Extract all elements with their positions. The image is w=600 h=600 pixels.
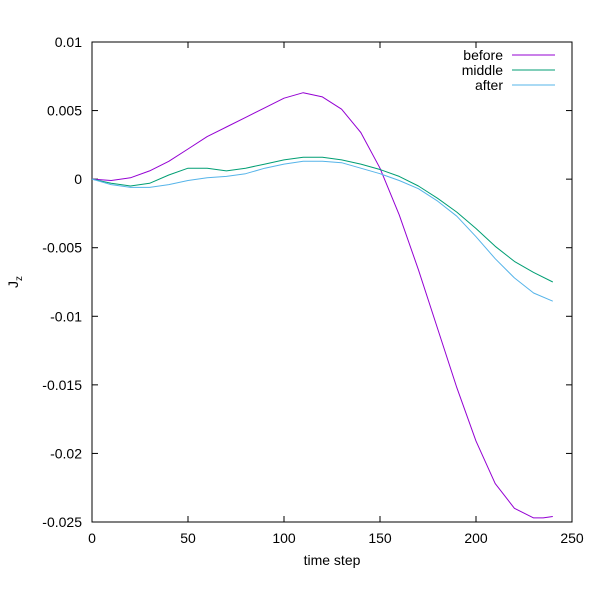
series-line-after <box>91 160 553 302</box>
y-axis-ticks: 0.01 0.005 0 -0.005 -0.01 -0.015 -0.02 -0.025 <box>42 34 572 530</box>
series-lines <box>91 92 554 519</box>
legend-label-before: before <box>463 47 503 63</box>
y-tick-label: -0.02 <box>50 445 82 461</box>
x-tick-label: 50 <box>180 530 196 546</box>
y-tick-label: 0.01 <box>55 34 82 50</box>
y-tick-label: -0.005 <box>42 240 82 256</box>
y-tick-label: -0.015 <box>42 377 82 393</box>
y-tick-label: -0.025 <box>42 514 82 530</box>
y-tick-label: -0.01 <box>50 308 82 324</box>
y-axis-title-main: J <box>5 281 21 288</box>
y-tick-label: 0.005 <box>47 103 82 119</box>
legend-label-after: after <box>475 77 503 93</box>
x-axis-title: time step <box>304 552 361 568</box>
x-axis-ticks: 0 50 100 150 200 250 <box>88 42 584 546</box>
x-tick-label: 0 <box>88 530 96 546</box>
series-line-before <box>91 92 553 519</box>
series-line-middle <box>91 156 554 283</box>
legend-label-middle: middle <box>462 62 503 78</box>
y-axis-title: Jz <box>5 276 25 288</box>
x-tick-label: 250 <box>560 530 584 546</box>
y-axis-title-subscript: z <box>14 276 25 281</box>
plot-frame <box>91 41 573 523</box>
x-tick-label: 200 <box>464 530 488 546</box>
y-tick-label: 0 <box>74 171 82 187</box>
x-tick-label: 100 <box>272 530 296 546</box>
x-tick-label: 150 <box>368 530 392 546</box>
